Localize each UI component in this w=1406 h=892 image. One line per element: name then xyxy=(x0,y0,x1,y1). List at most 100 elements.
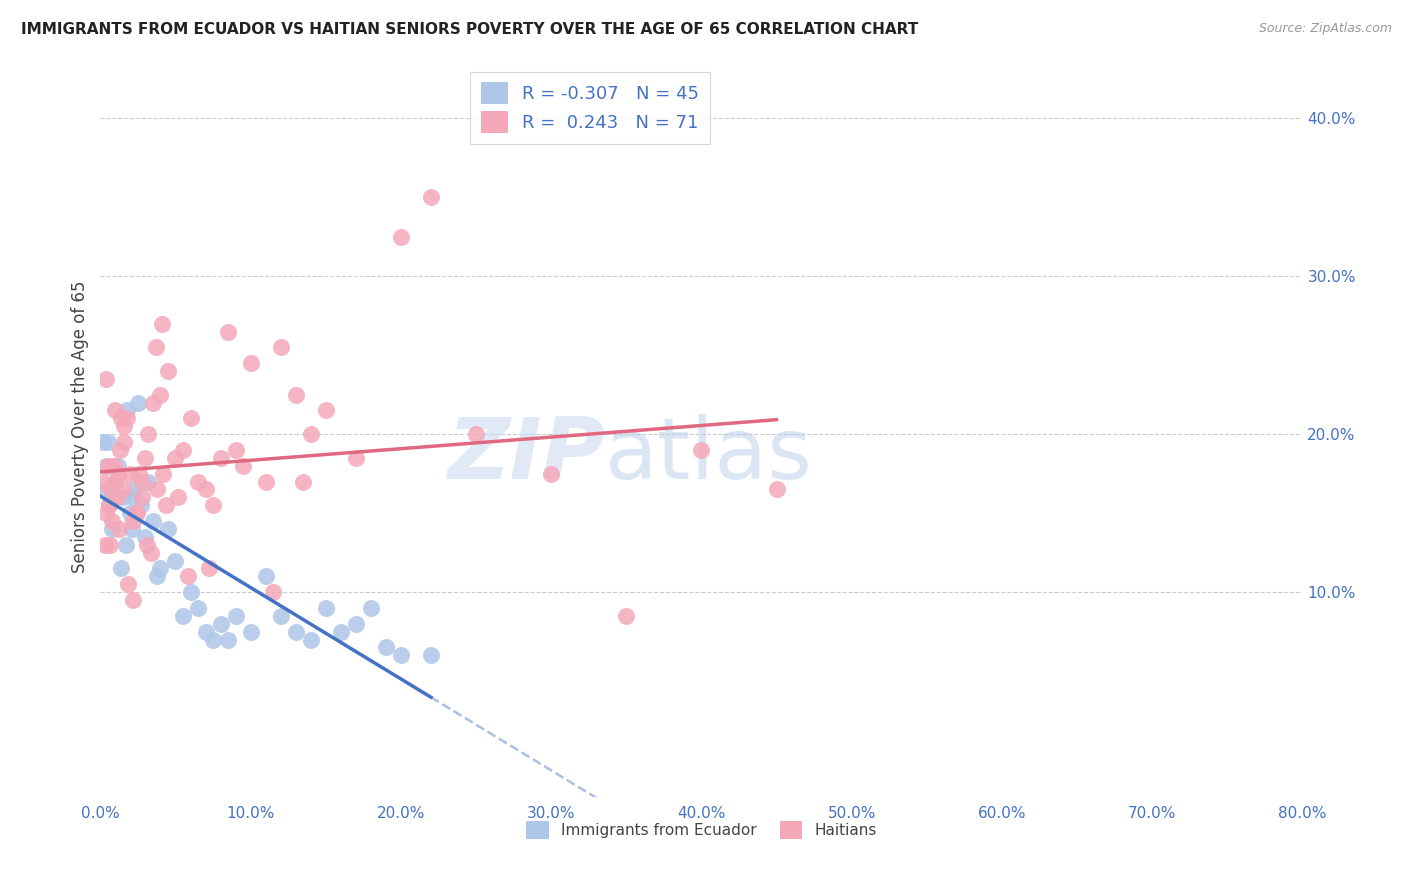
Point xyxy=(104,475,127,489)
Point xyxy=(150,317,173,331)
Point xyxy=(465,427,488,442)
Point xyxy=(94,538,117,552)
Y-axis label: Seniors Poverty Over the Age of 65: Seniors Poverty Over the Age of 65 xyxy=(72,280,89,573)
Point xyxy=(146,569,169,583)
Point xyxy=(138,475,160,489)
Point xyxy=(156,522,179,536)
Point xyxy=(127,506,149,520)
Point xyxy=(93,475,115,489)
Point xyxy=(107,467,129,481)
Point xyxy=(117,411,139,425)
Point xyxy=(149,387,172,401)
Point xyxy=(194,624,217,639)
Point xyxy=(344,616,367,631)
Point xyxy=(389,229,412,244)
Point xyxy=(270,608,292,623)
Point xyxy=(149,561,172,575)
Point xyxy=(270,340,292,354)
Point xyxy=(111,491,134,505)
Point xyxy=(156,364,179,378)
Point xyxy=(614,608,637,623)
Point xyxy=(299,427,322,442)
Point xyxy=(145,340,167,354)
Point xyxy=(284,624,307,639)
Point xyxy=(344,450,367,465)
Point xyxy=(93,435,115,450)
Point xyxy=(540,467,562,481)
Point xyxy=(225,608,247,623)
Point xyxy=(127,395,149,409)
Point xyxy=(690,442,713,457)
Point xyxy=(120,467,142,481)
Point xyxy=(202,632,225,647)
Point xyxy=(105,491,128,505)
Point xyxy=(172,442,194,457)
Point xyxy=(232,458,254,473)
Point xyxy=(101,522,124,536)
Point xyxy=(112,419,135,434)
Point xyxy=(100,483,122,497)
Point xyxy=(131,491,153,505)
Point xyxy=(98,498,121,512)
Legend: Immigrants from Ecuador, Haitians: Immigrants from Ecuador, Haitians xyxy=(520,814,883,846)
Text: IMMIGRANTS FROM ECUADOR VS HAITIAN SENIORS POVERTY OVER THE AGE OF 65 CORRELATIO: IMMIGRANTS FROM ECUADOR VS HAITIAN SENIO… xyxy=(21,22,918,37)
Point xyxy=(120,506,142,520)
Point xyxy=(138,427,160,442)
Point xyxy=(97,458,120,473)
Point xyxy=(209,616,232,631)
Point xyxy=(96,458,118,473)
Point xyxy=(96,506,118,520)
Point xyxy=(197,561,219,575)
Point xyxy=(152,467,174,481)
Point xyxy=(110,411,132,425)
Point xyxy=(389,648,412,663)
Point xyxy=(202,498,225,512)
Point xyxy=(167,491,190,505)
Point xyxy=(329,624,352,639)
Point xyxy=(142,395,165,409)
Point xyxy=(128,467,150,481)
Point xyxy=(115,538,138,552)
Point xyxy=(112,435,135,450)
Point xyxy=(122,514,145,528)
Point xyxy=(97,435,120,450)
Point xyxy=(134,530,156,544)
Point xyxy=(239,624,262,639)
Point xyxy=(94,372,117,386)
Point xyxy=(765,483,787,497)
Point xyxy=(146,483,169,497)
Point xyxy=(124,483,146,497)
Point xyxy=(374,640,396,655)
Point xyxy=(209,450,232,465)
Point xyxy=(111,483,134,497)
Point xyxy=(131,475,153,489)
Point xyxy=(187,601,209,615)
Point xyxy=(419,190,441,204)
Point xyxy=(117,577,139,591)
Point xyxy=(108,442,131,457)
Point xyxy=(94,483,117,497)
Point xyxy=(142,514,165,528)
Point xyxy=(98,538,121,552)
Point xyxy=(117,403,139,417)
Point xyxy=(110,561,132,575)
Point xyxy=(155,498,177,512)
Point xyxy=(176,569,198,583)
Point xyxy=(108,522,131,536)
Point xyxy=(101,514,124,528)
Point xyxy=(254,569,277,583)
Point xyxy=(299,632,322,647)
Point xyxy=(136,538,159,552)
Point xyxy=(104,403,127,417)
Point xyxy=(107,458,129,473)
Point xyxy=(194,483,217,497)
Point xyxy=(165,553,187,567)
Point xyxy=(187,475,209,489)
Point xyxy=(129,498,152,512)
Text: atlas: atlas xyxy=(605,415,813,498)
Point xyxy=(315,601,337,615)
Text: ZIP: ZIP xyxy=(447,415,605,498)
Point xyxy=(172,608,194,623)
Point xyxy=(134,450,156,465)
Point xyxy=(121,522,143,536)
